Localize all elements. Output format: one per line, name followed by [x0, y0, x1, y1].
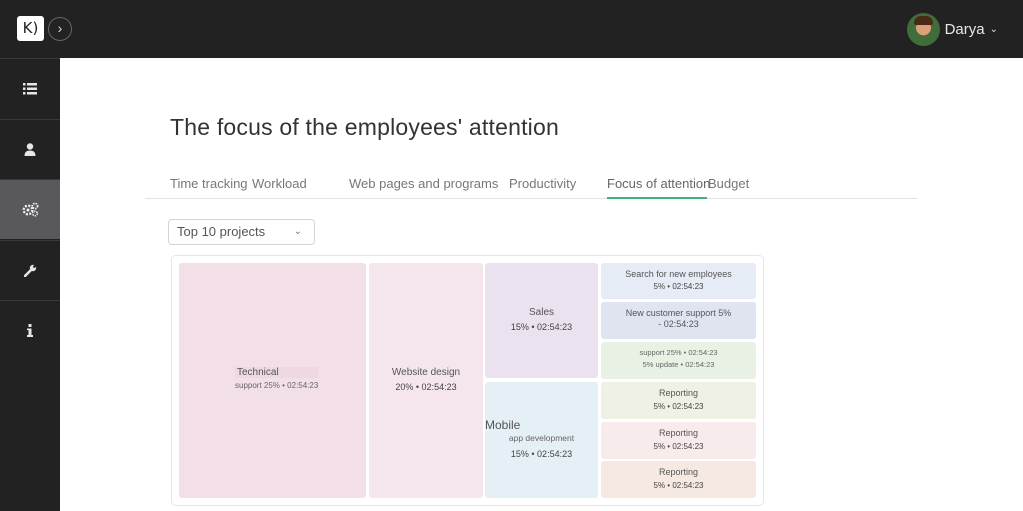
cell-title: Website design [391, 367, 461, 378]
gears-icon [21, 202, 38, 217]
page-title: The focus of the employees' attention [170, 114, 559, 140]
avatar[interactable] [906, 12, 940, 46]
cell-title: Search for new employees [625, 269, 732, 279]
user-icon [24, 143, 36, 156]
cell-title: Reporting [658, 467, 699, 477]
tab-budget[interactable]: Budget [708, 176, 750, 191]
sidebar [0, 58, 60, 511]
attention-treemap: Technical support 25% • 02:54:23 Website… [171, 255, 764, 506]
select-value: Top 10 projects [177, 224, 266, 239]
cell-subtitle: 20% • 02:54:23 [395, 382, 457, 392]
cell-title: Sales [528, 307, 554, 318]
info-icon [27, 324, 33, 337]
cell-title: Mobile [485, 418, 521, 432]
treemap-cell-reporting-2[interactable]: Reporting 5% • 02:54:23 [601, 422, 756, 459]
sidebar-item-tools[interactable] [0, 240, 60, 300]
sidebar-toggle-button[interactable]: › [48, 17, 72, 41]
cell-subtitle: support 25% • 02:54:23 [235, 381, 319, 390]
user-menu[interactable]: Darya ⌄ [906, 12, 998, 46]
cell-value: 15% • 02:54:23 [510, 449, 573, 459]
treemap-cell-sales[interactable]: Sales 15% • 02:54:23 [485, 263, 598, 378]
tab-focus-of-attention[interactable]: Focus of attention [607, 176, 711, 191]
sidebar-item-info[interactable] [0, 300, 60, 360]
treemap-cell-technical[interactable]: Technical support 25% • 02:54:23 [179, 263, 366, 498]
list-icon [23, 82, 37, 94]
treemap-cell-search-new-employees[interactable]: Search for new employees 5% • 02:54:23 [601, 263, 756, 299]
cell-subtitle: - 02:54:23 [658, 319, 699, 329]
treemap-cell-reporting-3[interactable]: Reporting 5% • 02:54:23 [601, 461, 756, 498]
tab-workload[interactable]: Workload [252, 176, 307, 191]
chevron-down-icon[interactable]: ⌄ [989, 23, 998, 35]
cell-subtitle: 15% • 02:54:23 [510, 322, 573, 332]
cell-line-1: support 25% • 02:54:23 [639, 348, 718, 357]
projects-filter-select[interactable]: Top 10 projects ⌄ [168, 219, 315, 245]
cell-title: Reporting [658, 388, 699, 398]
cell-title: New customer support 5% [625, 308, 732, 318]
treemap-cell-support-update[interactable]: support 25% • 02:54:23 5% update • 02:54… [601, 342, 756, 379]
cell-subtitle: 5% • 02:54:23 [653, 442, 704, 451]
sidebar-item-user[interactable] [0, 119, 60, 179]
cell-subtitle: 5% • 02:54:23 [653, 282, 704, 291]
top-bar: K) › Darya ⌄ [0, 0, 1023, 58]
wrench-icon [23, 264, 36, 277]
sidebar-item-settings[interactable] [0, 179, 60, 239]
active-tab-indicator [607, 197, 707, 199]
main-content: The focus of the employees' attention Ti… [60, 58, 1023, 511]
cell-line-2: 5% update • 02:54:23 [642, 360, 715, 369]
sidebar-item-list[interactable] [0, 58, 60, 118]
treemap-cell-reporting-1[interactable]: Reporting 5% • 02:54:23 [601, 382, 756, 419]
treemap-cell-website-design[interactable]: Website design 20% • 02:54:23 [369, 263, 483, 498]
app-logo[interactable]: K) [17, 16, 44, 41]
treemap-cell-new-customer-support[interactable]: New customer support 5% - 02:54:23 [601, 302, 756, 339]
user-name: Darya [944, 20, 985, 38]
tab-bar: Time tracking Workload Web pages and pro… [145, 172, 917, 199]
cell-title: Reporting [658, 428, 699, 438]
cell-subtitle: 5% • 02:54:23 [653, 402, 704, 411]
tab-productivity[interactable]: Productivity [509, 176, 577, 191]
cell-subtitle: 5% • 02:54:23 [653, 481, 704, 490]
tab-web-pages-and-programs[interactable]: Web pages and programs [349, 176, 499, 191]
treemap-cell-mobile[interactable]: Mobile app development 15% • 02:54:23 [485, 382, 598, 498]
cell-subtitle: app development [508, 433, 575, 443]
chevron-down-icon: ⌄ [293, 226, 302, 237]
tab-time-tracking[interactable]: Time tracking [170, 176, 248, 191]
cell-title: Technical [235, 367, 319, 378]
